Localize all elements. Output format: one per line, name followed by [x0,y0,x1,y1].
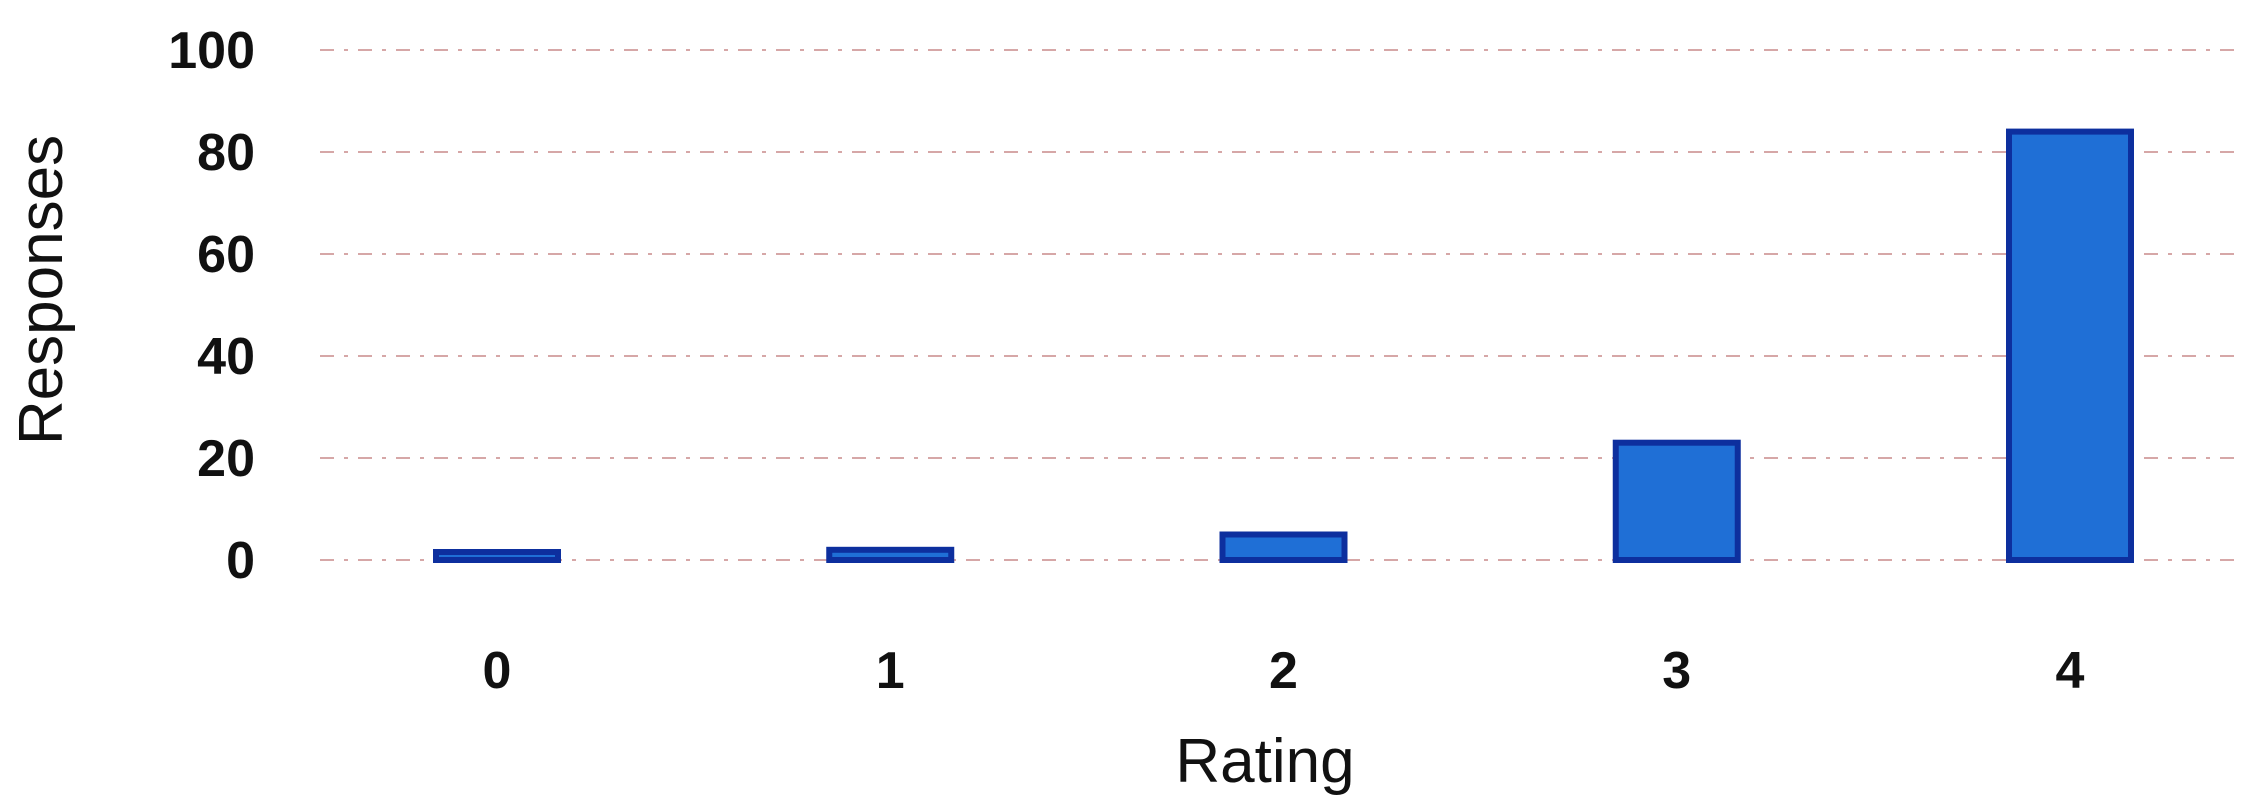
x-tick-label: 2 [1269,642,1298,700]
bar-rating-4 [2006,128,2134,563]
bar-rating-1 [826,546,955,563]
y-tick-label: 100 [168,22,255,80]
y-tick-label: 40 [197,328,255,386]
bar-rating-2 [1219,531,1348,563]
x-axis-ticks: 0 1 2 3 4 [483,642,2085,700]
x-tick-label: 0 [483,642,512,700]
x-tick-label: 1 [876,642,905,700]
y-tick-label: 20 [197,430,255,488]
x-axis-title: Rating [1175,727,1354,796]
grid-lines [320,49,2235,561]
bar-rating-0 [433,549,561,563]
bar-rating-3 [1612,439,1741,564]
x-tick-label: 4 [2056,642,2085,700]
y-axis-title: Responses [7,135,76,445]
bars [433,128,2134,564]
y-axis-ticks: 0 20 40 60 80 100 [168,22,255,590]
y-tick-label: 80 [197,124,255,182]
x-tick-label: 3 [1662,642,1691,700]
y-tick-label: 60 [197,226,255,284]
y-tick-label: 0 [226,532,255,590]
